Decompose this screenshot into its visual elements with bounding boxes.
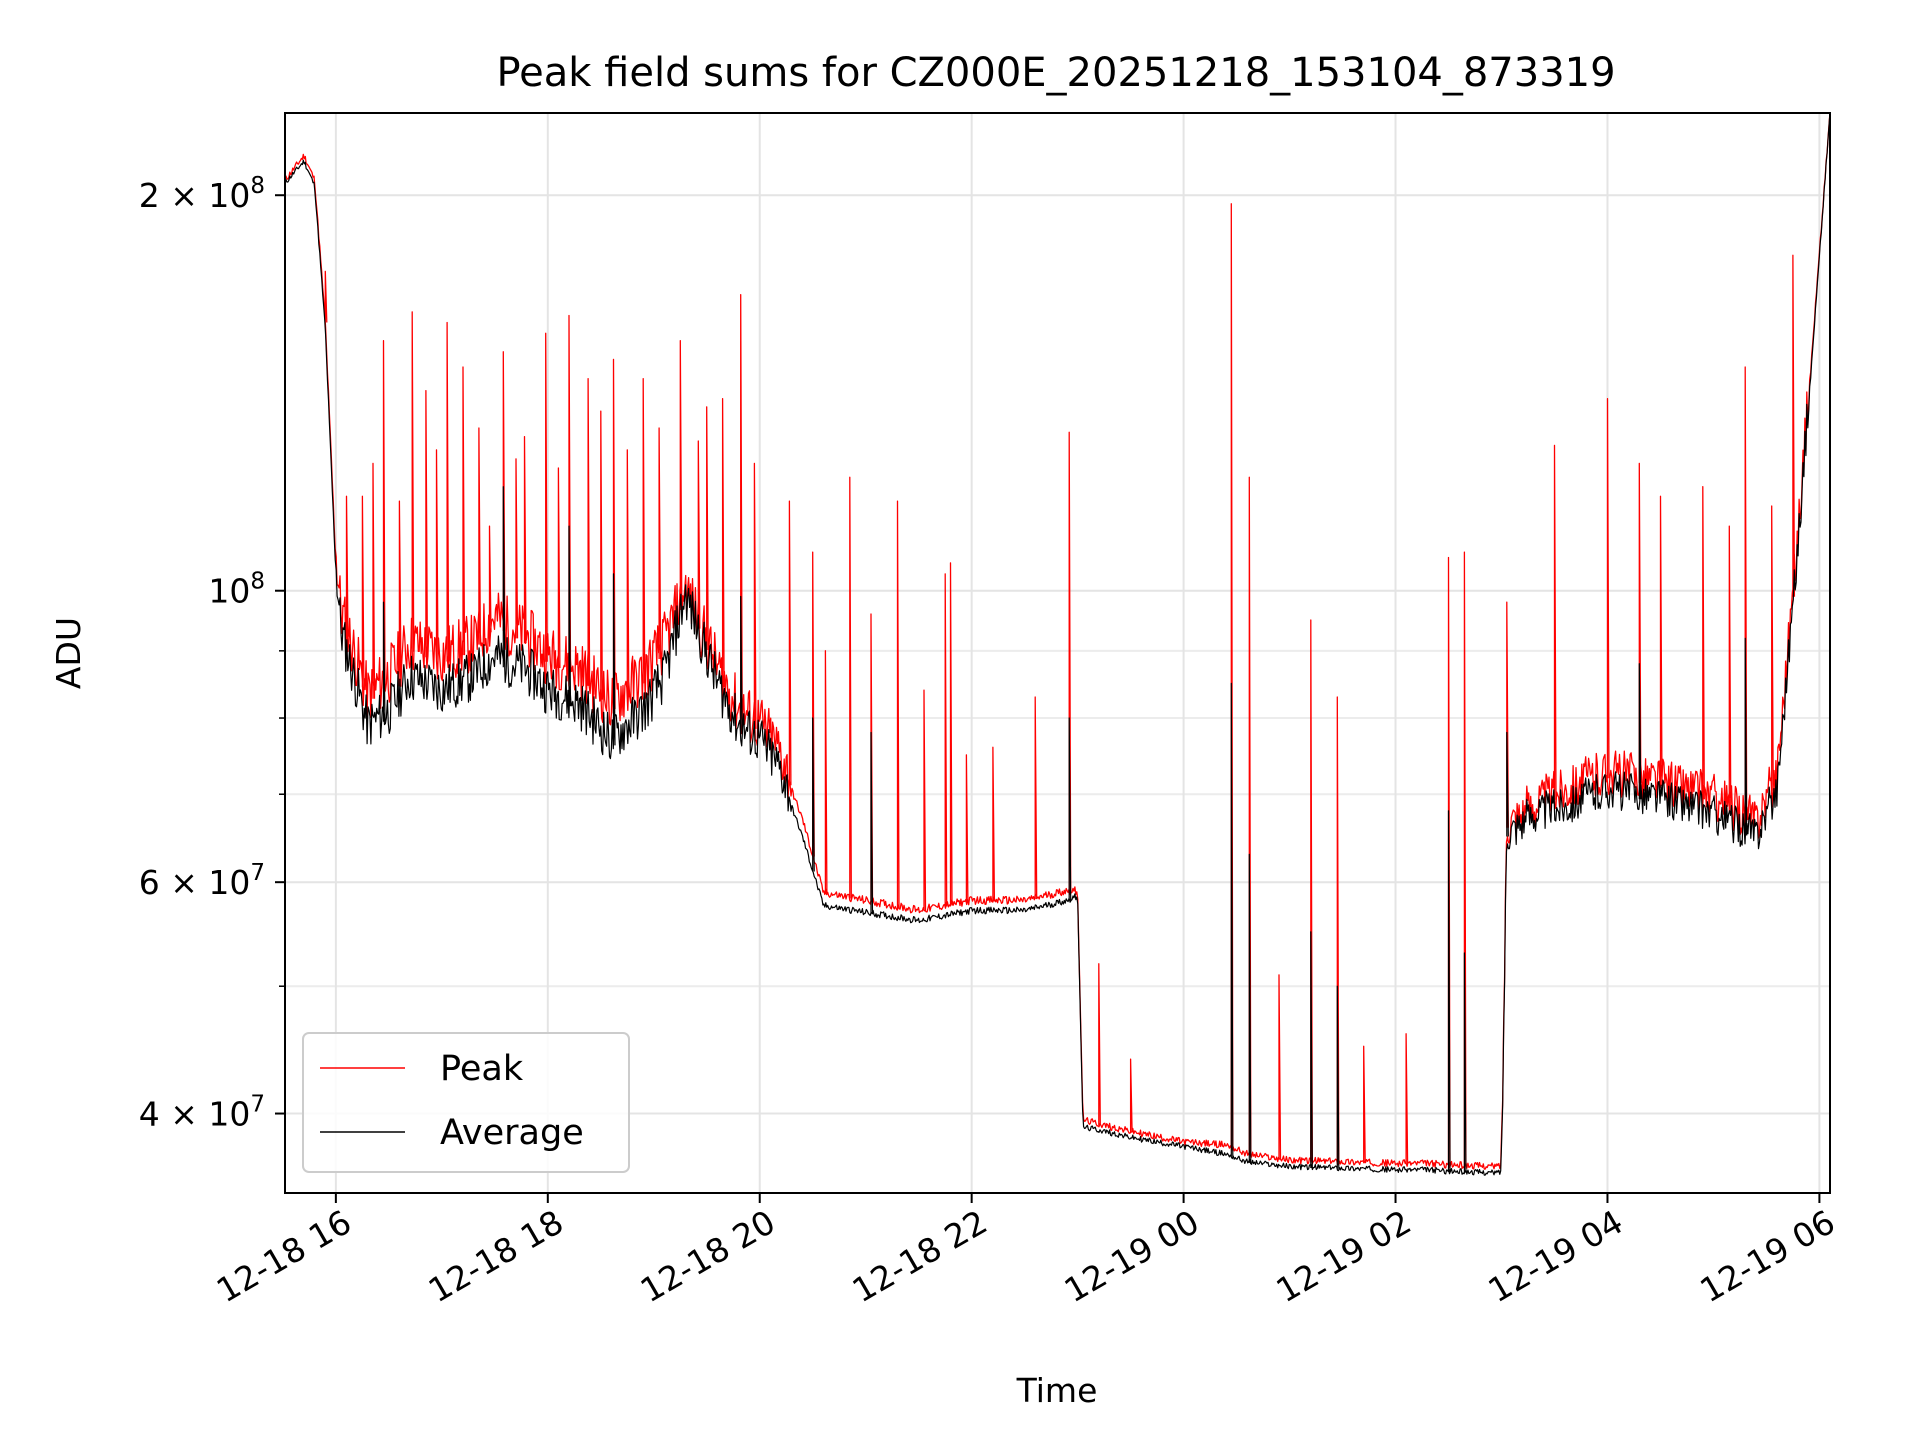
y-tick-label: 2 × 108 (139, 173, 265, 215)
y-tick-exponent: 7 (250, 860, 265, 886)
y-tick-base: 2 × 10 (139, 176, 251, 215)
y-tick-label: 4 × 107 (139, 1092, 265, 1134)
y-tick-exponent: 8 (250, 569, 265, 595)
y-tick-base: 6 × 10 (139, 863, 251, 902)
y-tick-label: 6 × 107 (139, 860, 265, 902)
y-tick-exponent: 7 (250, 1092, 265, 1118)
y-tick-exponent: 8 (250, 173, 265, 199)
chart-title: Peak field sums for CZ000E_20251218_1531… (496, 50, 1615, 96)
peak-series-line (285, 113, 1830, 1170)
x-axis-label: Time (1016, 1371, 1098, 1410)
y-tick-label: 108 (208, 569, 265, 611)
plot-area-frame (284, 112, 1831, 1194)
average-series-line (285, 113, 1830, 1176)
y-tick-base: 10 (208, 572, 250, 611)
legend: Peak Average (302, 1032, 630, 1173)
series-group (285, 113, 1830, 1176)
legend-peak-label: Peak (440, 1049, 524, 1089)
y-axis-label: ADU (49, 617, 88, 689)
y-tick-base: 4 × 10 (139, 1095, 251, 1134)
legend-average-label: Average (440, 1113, 584, 1153)
